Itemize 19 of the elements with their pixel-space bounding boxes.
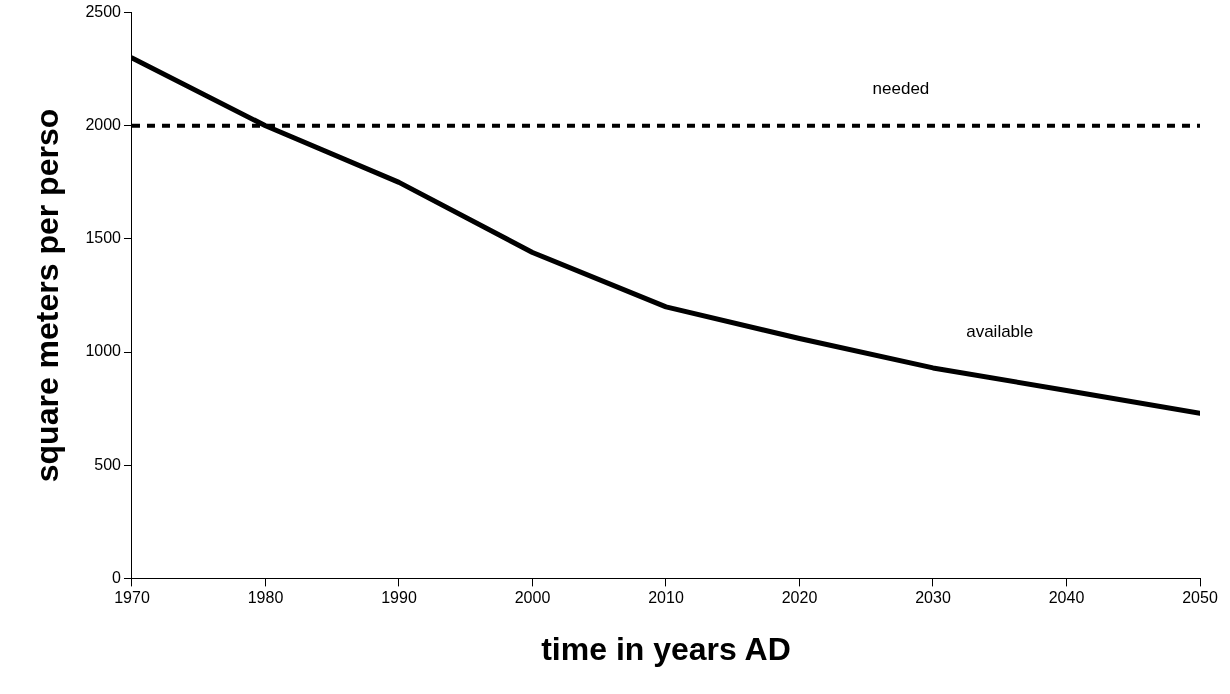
y-tick-label: 0 <box>112 568 122 586</box>
x-tick-label: 2020 <box>781 589 818 607</box>
x-axis-title: time in years AD <box>541 630 791 667</box>
x-tick-label: 2040 <box>1048 589 1085 607</box>
y-tick-label: 2000 <box>85 116 122 134</box>
x-tick-label: 1990 <box>381 589 417 607</box>
y-tick-label: 1000 <box>85 342 122 360</box>
x-tick-label: 2000 <box>514 589 551 607</box>
x-tick-label: 2050 <box>1182 589 1218 607</box>
x-tick-label: 2010 <box>648 589 684 607</box>
ref-line-label: needed <box>872 78 930 98</box>
y-axis-title: square meters per perso <box>29 108 66 483</box>
x-tick-label: 2030 <box>915 589 951 607</box>
y-tick-label: 2500 <box>85 3 122 21</box>
x-tick-label: 1970 <box>114 589 150 607</box>
series-label: available <box>966 322 1034 342</box>
x-tick-label: 1980 <box>247 589 284 607</box>
y-tick-label: 500 <box>94 455 122 473</box>
y-tick-label: 1500 <box>85 229 122 247</box>
